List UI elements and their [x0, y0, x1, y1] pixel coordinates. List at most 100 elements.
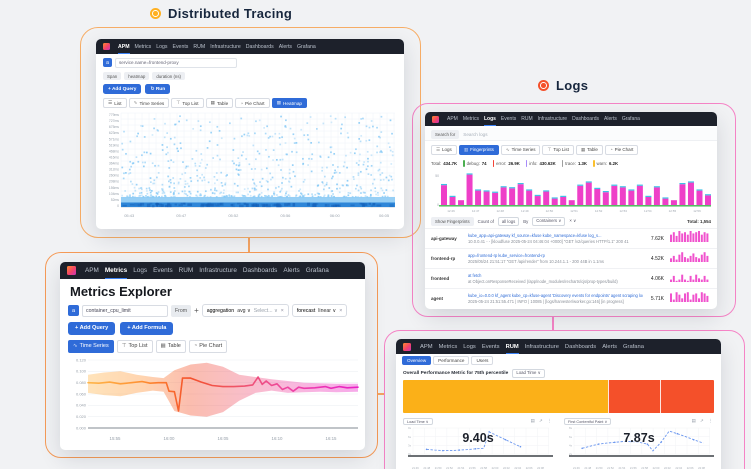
nav-item-events[interactable]: Events: [481, 343, 500, 350]
nav-item-dashboards[interactable]: Dashboards: [242, 267, 278, 274]
metrics-view-tab-table[interactable]: ▦ Table: [155, 340, 186, 353]
nav-item-metrics[interactable]: Metrics: [462, 116, 479, 122]
logs-search-bar[interactable]: Search for Search logs: [425, 128, 717, 141]
tracing-highlight-box: [80, 27, 421, 238]
svg-text:364ms: 364ms: [109, 162, 119, 166]
row-message-link[interactable]: app=frontend-rp kube_service=frontend-rp: [468, 252, 545, 258]
forecast-label: forecast: [296, 307, 316, 314]
x-tick-label: 21:58: [641, 467, 648, 469]
add-query-button[interactable]: + Add Query: [103, 84, 142, 94]
nav-item-grafana[interactable]: Grafana: [623, 343, 644, 350]
nav-item-logs[interactable]: Logs: [483, 112, 496, 126]
scope-chip-duration-ns-[interactable]: duration (ns): [152, 72, 186, 80]
log-fingerprint-row[interactable]: frontend-rp app=frontend-rp kube_service=…: [425, 248, 717, 268]
nav-item-metrics[interactable]: Metrics: [438, 343, 458, 350]
nav-item-grafana[interactable]: Grafana: [305, 267, 329, 274]
row-message-link[interactable]: at fetch: [468, 272, 482, 278]
nav-item-dashboards[interactable]: Dashboards: [564, 343, 597, 350]
nav-item-logs[interactable]: Logs: [133, 267, 148, 274]
nav-item-rum[interactable]: RUM: [521, 116, 533, 122]
metrics-view-tab-pie-chart[interactable]: ◔ Pie Chart: [188, 340, 228, 353]
add-query-button[interactable]: + Add Query: [68, 322, 116, 335]
rum-tab-overview[interactable]: Overview: [402, 356, 432, 365]
nav-item-rum[interactable]: RUM: [505, 339, 519, 354]
from-chip[interactable]: From: [171, 304, 192, 317]
scope-chip-Span[interactable]: Span: [103, 72, 122, 80]
nav-item-apm[interactable]: APM: [420, 343, 433, 350]
nav-item-events[interactable]: Events: [500, 116, 517, 122]
svg-text:9s: 9s: [408, 426, 412, 430]
trace-view-tab-pie-chart[interactable]: ◔ Pie Chart: [235, 98, 270, 108]
rum-tab-performance[interactable]: Performance: [433, 356, 470, 365]
nav-item-dashboards[interactable]: Dashboards: [245, 43, 274, 50]
aggregation-filter-select[interactable]: Select... ∨: [253, 307, 278, 314]
logs-view-tab-time-series[interactable]: ∿ Time Series: [500, 145, 541, 155]
rum-tab-users[interactable]: Users: [471, 356, 494, 365]
trace-view-tab-top-list[interactable]: ⊤ Top List: [171, 98, 204, 108]
remove-aggregation-icon[interactable]: ×: [280, 307, 284, 314]
connector-metrics-rum: [378, 393, 385, 395]
nav-item-alerts[interactable]: Alerts: [604, 116, 617, 122]
logs-view-tab-fingerprints[interactable]: ▥ Fingerprints: [458, 145, 499, 155]
nav-item-alerts[interactable]: Alerts: [602, 343, 618, 350]
remove-forecast-icon[interactable]: ×: [339, 307, 343, 314]
nav-item-rum[interactable]: RUM: [193, 43, 206, 50]
nav-item-grafana[interactable]: Grafana: [621, 116, 640, 122]
logs-view-tab-top-list[interactable]: ⊤ Top List: [542, 145, 574, 155]
metrics-view-tab-top-list[interactable]: ⊤ Top List: [116, 340, 153, 353]
nav-item-alerts[interactable]: Alerts: [278, 43, 292, 50]
panel-metric-dropdown[interactable]: First Contentful Paint ∨: [564, 417, 612, 425]
row-message-link[interactable]: kube_app=api-gateway kf_source=kfuse kub…: [468, 232, 602, 238]
forecast-select[interactable]: linear ∨: [318, 307, 337, 314]
table-icon: ▦: [210, 100, 215, 105]
trace-search-input[interactable]: service.name=frontend-proxy: [115, 58, 237, 68]
add-formula-button[interactable]: + Add Formula: [120, 322, 174, 335]
nav-item-dashboards[interactable]: Dashboards: [572, 116, 600, 122]
log-fingerprint-row[interactable]: frontend at fetch at Object.onResponseRece…: [425, 268, 717, 288]
all-logs-chip[interactable]: all logs: [497, 217, 520, 226]
rum-metric-dropdown[interactable]: Load Time ∨: [512, 369, 545, 378]
logs-view-tab-logs[interactable]: ☰ Logs: [431, 145, 457, 155]
svg-text:6s: 6s: [569, 435, 573, 439]
nav-item-rum[interactable]: RUM: [178, 267, 194, 274]
svg-text:2s: 2s: [569, 452, 573, 456]
nav-item-apm[interactable]: APM: [118, 39, 130, 54]
trace-view-tab-list[interactable]: ☰ List: [103, 98, 127, 108]
metrics-view-tab-time-series[interactable]: ∿ Time Series: [68, 340, 114, 353]
nav-item-apm[interactable]: APM: [447, 116, 458, 122]
trace-view-tab-time-series[interactable]: ∿ Time Series: [128, 98, 170, 108]
trace-view-tab-table[interactable]: ▦ Table: [205, 98, 234, 108]
logs-view-tab-pie-chart[interactable]: ◔ Pie Chart: [604, 145, 639, 155]
nav-item-infrastructure[interactable]: Infrastructure: [210, 43, 241, 50]
nav-item-events[interactable]: Events: [153, 267, 173, 274]
panel-metric-dropdown[interactable]: Load Time ∨: [403, 417, 433, 425]
nav-item-logs[interactable]: Logs: [156, 43, 168, 50]
tracing-window: APM Metrics Logs Events RUM Infrastructure Das…: [96, 39, 404, 229]
nav-item-metrics[interactable]: Metrics: [134, 43, 152, 50]
nav-item-infrastructure[interactable]: Infrastructure: [537, 116, 568, 122]
logs-view-tab-table[interactable]: ▦ Table: [575, 145, 603, 155]
show-fingerprints-chip[interactable]: Show Fingerprints: [431, 217, 474, 226]
aggregation-select[interactable]: avg ∨: [237, 307, 251, 314]
nav-item-grafana[interactable]: Grafana: [297, 43, 316, 50]
log-fingerprint-row[interactable]: api-gateway kube_app=api-gateway kf_sourc…: [425, 228, 717, 248]
panel-action-icons[interactable]: ▤ ↗ ⋮: [530, 418, 553, 423]
nav-item-alerts[interactable]: Alerts: [283, 267, 300, 274]
metric-name-input[interactable]: container_cpu_limit: [82, 304, 168, 317]
nav-item-logs[interactable]: Logs: [463, 343, 476, 350]
group-by-select[interactable]: Containers ∨: [532, 217, 566, 226]
trace-view-tab-heatmap[interactable]: ▩ Heatmap: [271, 98, 308, 108]
log-fingerprint-row[interactable]: agent kube_io=0.0.0 kf_agent kube_cp=kfus…: [425, 288, 717, 308]
nav-item-events[interactable]: Events: [172, 43, 189, 50]
nav-item-infrastructure[interactable]: Infrastructure: [199, 267, 237, 274]
panel-action-icons[interactable]: ▤ ↗ ⋮: [691, 418, 714, 423]
nav-item-metrics[interactable]: Metrics: [104, 262, 128, 279]
nav-item-apm[interactable]: APM: [85, 267, 99, 274]
row-message-link[interactable]: kube_io=0.0.0 kf_agent kube_cp=kfuse-age…: [468, 292, 643, 298]
plus-icon[interactable]: +: [194, 306, 199, 315]
nav-item-infrastructure[interactable]: Infrastructure: [524, 343, 559, 350]
scope-chip-heatmap[interactable]: heatmap: [124, 72, 150, 80]
clear-group-icon[interactable]: × ∨: [569, 218, 577, 224]
kloudfuse-logo-icon: [103, 43, 110, 50]
run-button[interactable]: ↻ Run: [145, 84, 171, 94]
